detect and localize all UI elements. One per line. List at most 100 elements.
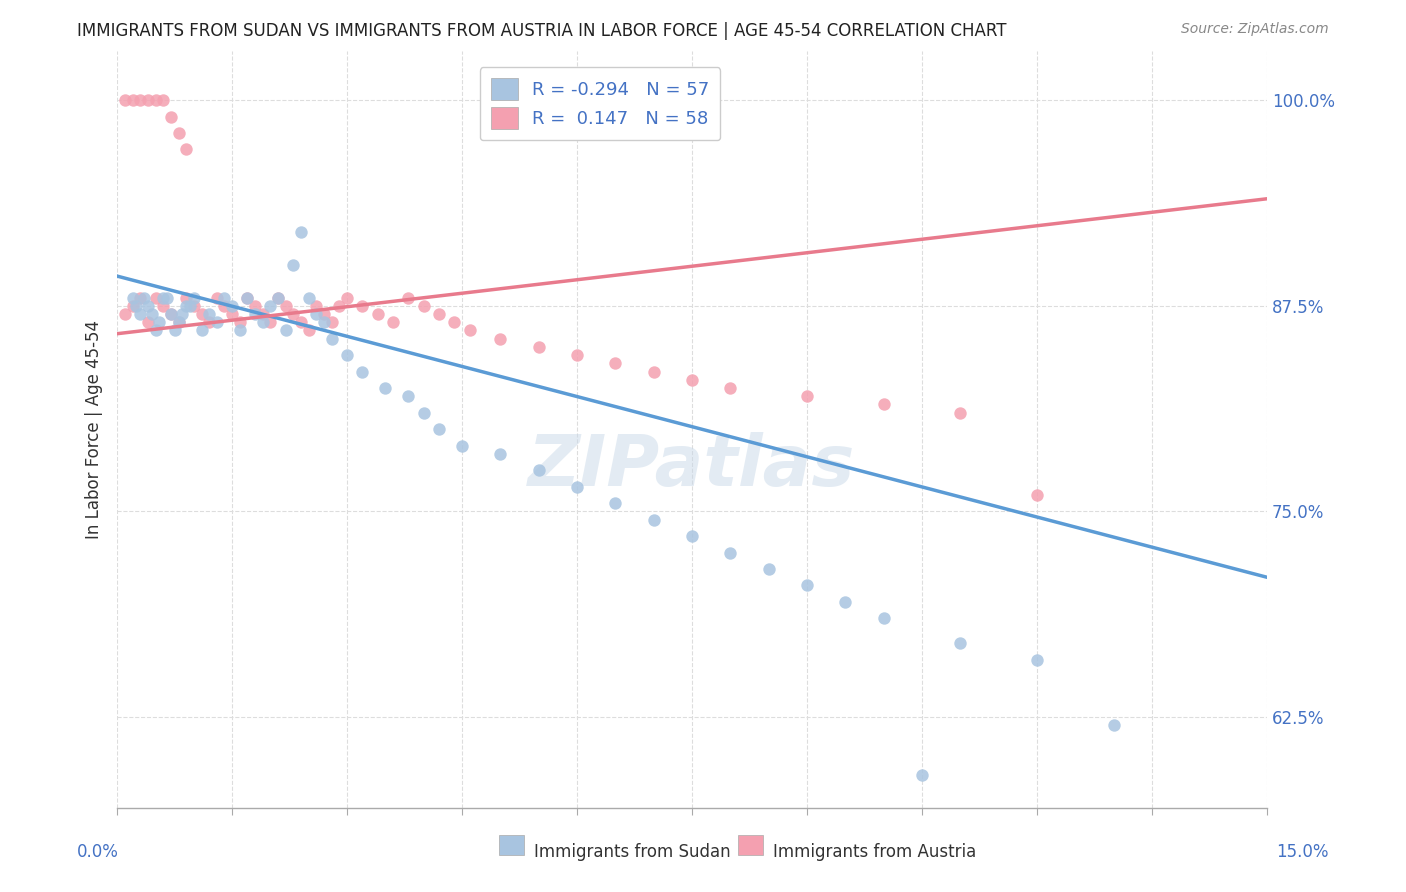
Point (129, 307, 152, 321)
Point (129, 93, 152, 107)
Point (259, 315, 281, 329)
Point (163, 323, 186, 337)
Point (643, 365, 665, 379)
Point (451, 439, 474, 453)
Point (198, 315, 221, 329)
Point (190, 307, 212, 321)
Point (205, 291, 228, 305)
Point (527, 463, 550, 477)
Point (458, 323, 481, 337)
Point (382, 315, 405, 329)
Y-axis label: In Labor Force | Age 45-54: In Labor Force | Age 45-54 (86, 319, 103, 539)
Point (565, 348, 588, 362)
Point (796, 389, 818, 403)
Point (267, 291, 290, 305)
Point (1102, 718, 1125, 732)
Point (136, 93, 159, 107)
Point (398, 389, 420, 403)
Text: ZIPatlas: ZIPatlas (529, 433, 856, 501)
Point (152, 299, 174, 313)
Text: 15.0%: 15.0% (1277, 843, 1329, 861)
Point (489, 447, 512, 461)
Point (283, 307, 305, 321)
Point (290, 225, 312, 239)
Point (412, 406, 434, 420)
Point (427, 307, 450, 321)
Point (872, 611, 894, 625)
Text: Immigrants from Sudan: Immigrants from Sudan (534, 843, 731, 861)
Point (174, 299, 197, 313)
Point (136, 299, 159, 313)
Point (252, 307, 274, 321)
Point (167, 126, 190, 140)
Point (179, 299, 201, 313)
Point (243, 307, 266, 321)
Point (427, 422, 450, 436)
Point (172, 307, 194, 321)
Legend: R = -0.294   N = 57, R =  0.147   N = 58: R = -0.294 N = 57, R = 0.147 N = 58 (479, 67, 720, 140)
Text: IMMIGRANTS FROM SUDAN VS IMMIGRANTS FROM AUSTRIA IN LABOR FORCE | AGE 45-54 CORR: IMMIGRANTS FROM SUDAN VS IMMIGRANTS FROM… (77, 22, 1007, 40)
Point (121, 291, 143, 305)
Point (114, 93, 136, 107)
Point (643, 513, 665, 527)
Point (145, 323, 167, 337)
Point (565, 480, 588, 494)
Point (336, 348, 359, 362)
Point (352, 365, 374, 379)
Point (174, 291, 197, 305)
Point (121, 299, 143, 313)
Point (252, 315, 274, 329)
Point (229, 323, 252, 337)
Point (718, 545, 741, 559)
Point (190, 323, 212, 337)
Point (145, 291, 167, 305)
Point (243, 299, 266, 313)
Point (145, 93, 167, 107)
Text: Immigrants from Austria: Immigrants from Austria (773, 843, 977, 861)
Point (367, 307, 389, 321)
Point (152, 291, 174, 305)
Point (148, 315, 170, 329)
Point (443, 315, 465, 329)
Point (489, 332, 512, 346)
Point (236, 291, 259, 305)
Point (267, 291, 290, 305)
Point (221, 307, 243, 321)
Point (167, 315, 190, 329)
Point (129, 291, 152, 305)
Point (229, 315, 252, 329)
Point (198, 307, 221, 321)
Point (305, 307, 328, 321)
Point (183, 299, 205, 313)
Text: 0.0%: 0.0% (77, 843, 120, 861)
Point (1026, 488, 1049, 502)
Point (214, 299, 236, 313)
Point (132, 291, 155, 305)
Point (221, 299, 243, 313)
Point (205, 315, 228, 329)
Point (259, 299, 281, 313)
Point (160, 307, 183, 321)
Point (949, 636, 972, 650)
Point (114, 307, 136, 321)
Point (374, 381, 396, 395)
Point (605, 496, 627, 510)
Point (125, 299, 148, 313)
Point (314, 307, 336, 321)
Point (527, 340, 550, 354)
Point (305, 299, 328, 313)
Point (160, 307, 183, 321)
Point (283, 258, 305, 272)
Point (321, 315, 343, 329)
Point (681, 529, 703, 543)
Point (605, 356, 627, 370)
Point (328, 299, 350, 313)
Point (121, 93, 143, 107)
Point (236, 291, 259, 305)
Point (681, 373, 703, 387)
Point (290, 315, 312, 329)
Point (136, 315, 159, 329)
Point (352, 299, 374, 313)
Point (834, 595, 856, 609)
Point (398, 291, 420, 305)
